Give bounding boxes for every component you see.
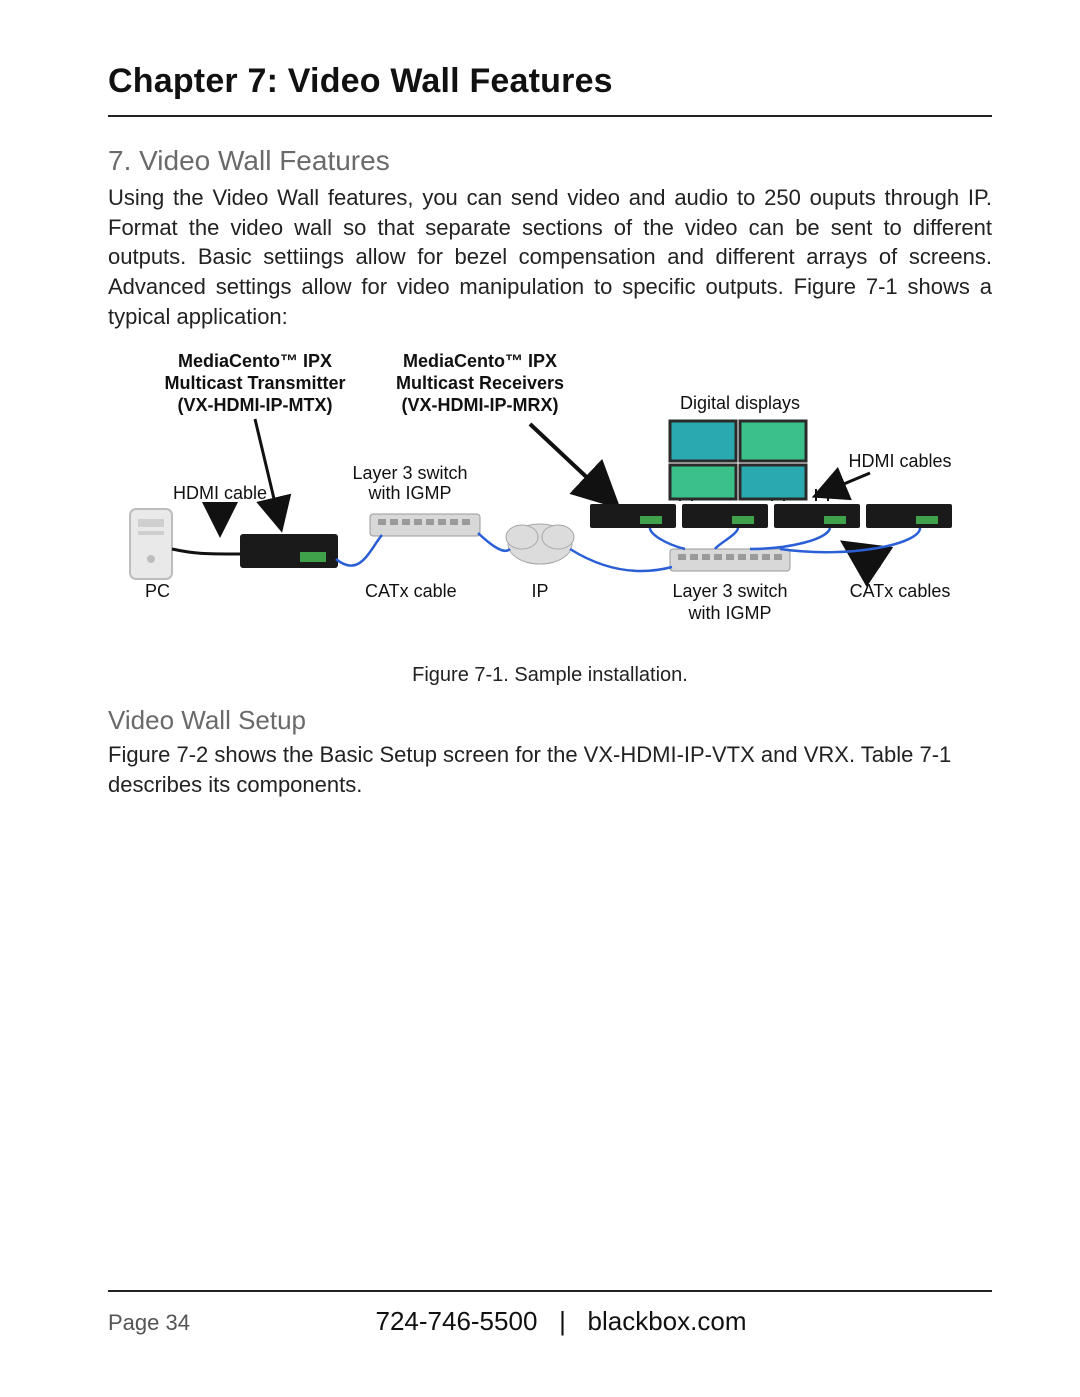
page-number: Page 34 xyxy=(108,1310,190,1336)
tx-label-1: MediaCento™ IPX xyxy=(178,351,332,371)
footer-phone: 724-746-5500 xyxy=(375,1306,537,1336)
layer3-2b: with IGMP xyxy=(687,603,771,623)
ip-cloud-icon xyxy=(506,524,574,564)
digital-displays-icon xyxy=(670,421,806,499)
receivers-icon xyxy=(590,504,952,528)
figure-7-1: MediaCento™ IPX Multicast Transmitter (V… xyxy=(108,349,992,654)
layer3-2a: Layer 3 switch xyxy=(672,581,787,601)
hdmi-cables-label: HDMI cables xyxy=(848,451,951,471)
layer3-1a: Layer 3 switch xyxy=(352,463,467,483)
sw2-to-rx2 xyxy=(715,528,738,549)
rx-label-1: MediaCento™ IPX xyxy=(403,351,557,371)
pc-label: PC xyxy=(145,581,170,601)
ip-label: IP xyxy=(531,581,548,601)
tx-label-2: Multicast Transmitter xyxy=(164,373,345,393)
tx-arrow xyxy=(255,419,280,524)
sample-installation-diagram: MediaCento™ IPX Multicast Transmitter (V… xyxy=(108,349,992,649)
sw1-to-cloud xyxy=(478,533,510,551)
title-divider xyxy=(108,115,992,117)
footer-sep: | xyxy=(559,1306,566,1336)
section-heading: 7. Video Wall Features xyxy=(108,145,992,177)
switch-1-icon xyxy=(370,514,480,536)
cloud-to-sw2 xyxy=(570,549,672,571)
layer3-1b: with IGMP xyxy=(367,483,451,503)
page-footer: Page 34 724-746-5500 | blackbox.com xyxy=(108,1290,992,1337)
footer-site: blackbox.com xyxy=(588,1306,747,1336)
pc-to-tx-cable xyxy=(172,549,240,554)
catx-cable-label: CATx cable xyxy=(365,581,457,601)
rx-label-2: Multicast Receivers xyxy=(396,373,564,393)
rx-label-3: (VX-HDMI-IP-MRX) xyxy=(402,395,559,415)
chapter-title: Chapter 7: Video Wall Features xyxy=(108,62,992,101)
footer-divider xyxy=(108,1290,992,1292)
digital-displays-label: Digital displays xyxy=(680,393,800,413)
catx-cables-label: CATx cables xyxy=(850,581,951,601)
rx-arrow xyxy=(530,424,612,501)
tx-label-3: (VX-HDMI-IP-MTX) xyxy=(178,395,333,415)
transmitter-icon xyxy=(240,534,338,568)
section-paragraph: Using the Video Wall features, you can s… xyxy=(108,183,992,331)
sw2-to-rx1 xyxy=(650,528,685,549)
figure-caption: Figure 7-1. Sample installation. xyxy=(108,664,992,687)
subsection-heading: Video Wall Setup xyxy=(108,705,992,736)
catx-tx-to-sw1 xyxy=(336,535,382,566)
footer-contact: 724-746-5500 | blackbox.com xyxy=(190,1306,992,1337)
sw2-to-rx3 xyxy=(750,528,830,549)
pc-icon xyxy=(130,509,172,579)
subsection-paragraph: Figure 7-2 shows the Basic Setup screen … xyxy=(108,740,992,799)
switch-2-icon xyxy=(670,549,790,571)
hdmi-cable-label: HDMI cable xyxy=(173,483,267,503)
